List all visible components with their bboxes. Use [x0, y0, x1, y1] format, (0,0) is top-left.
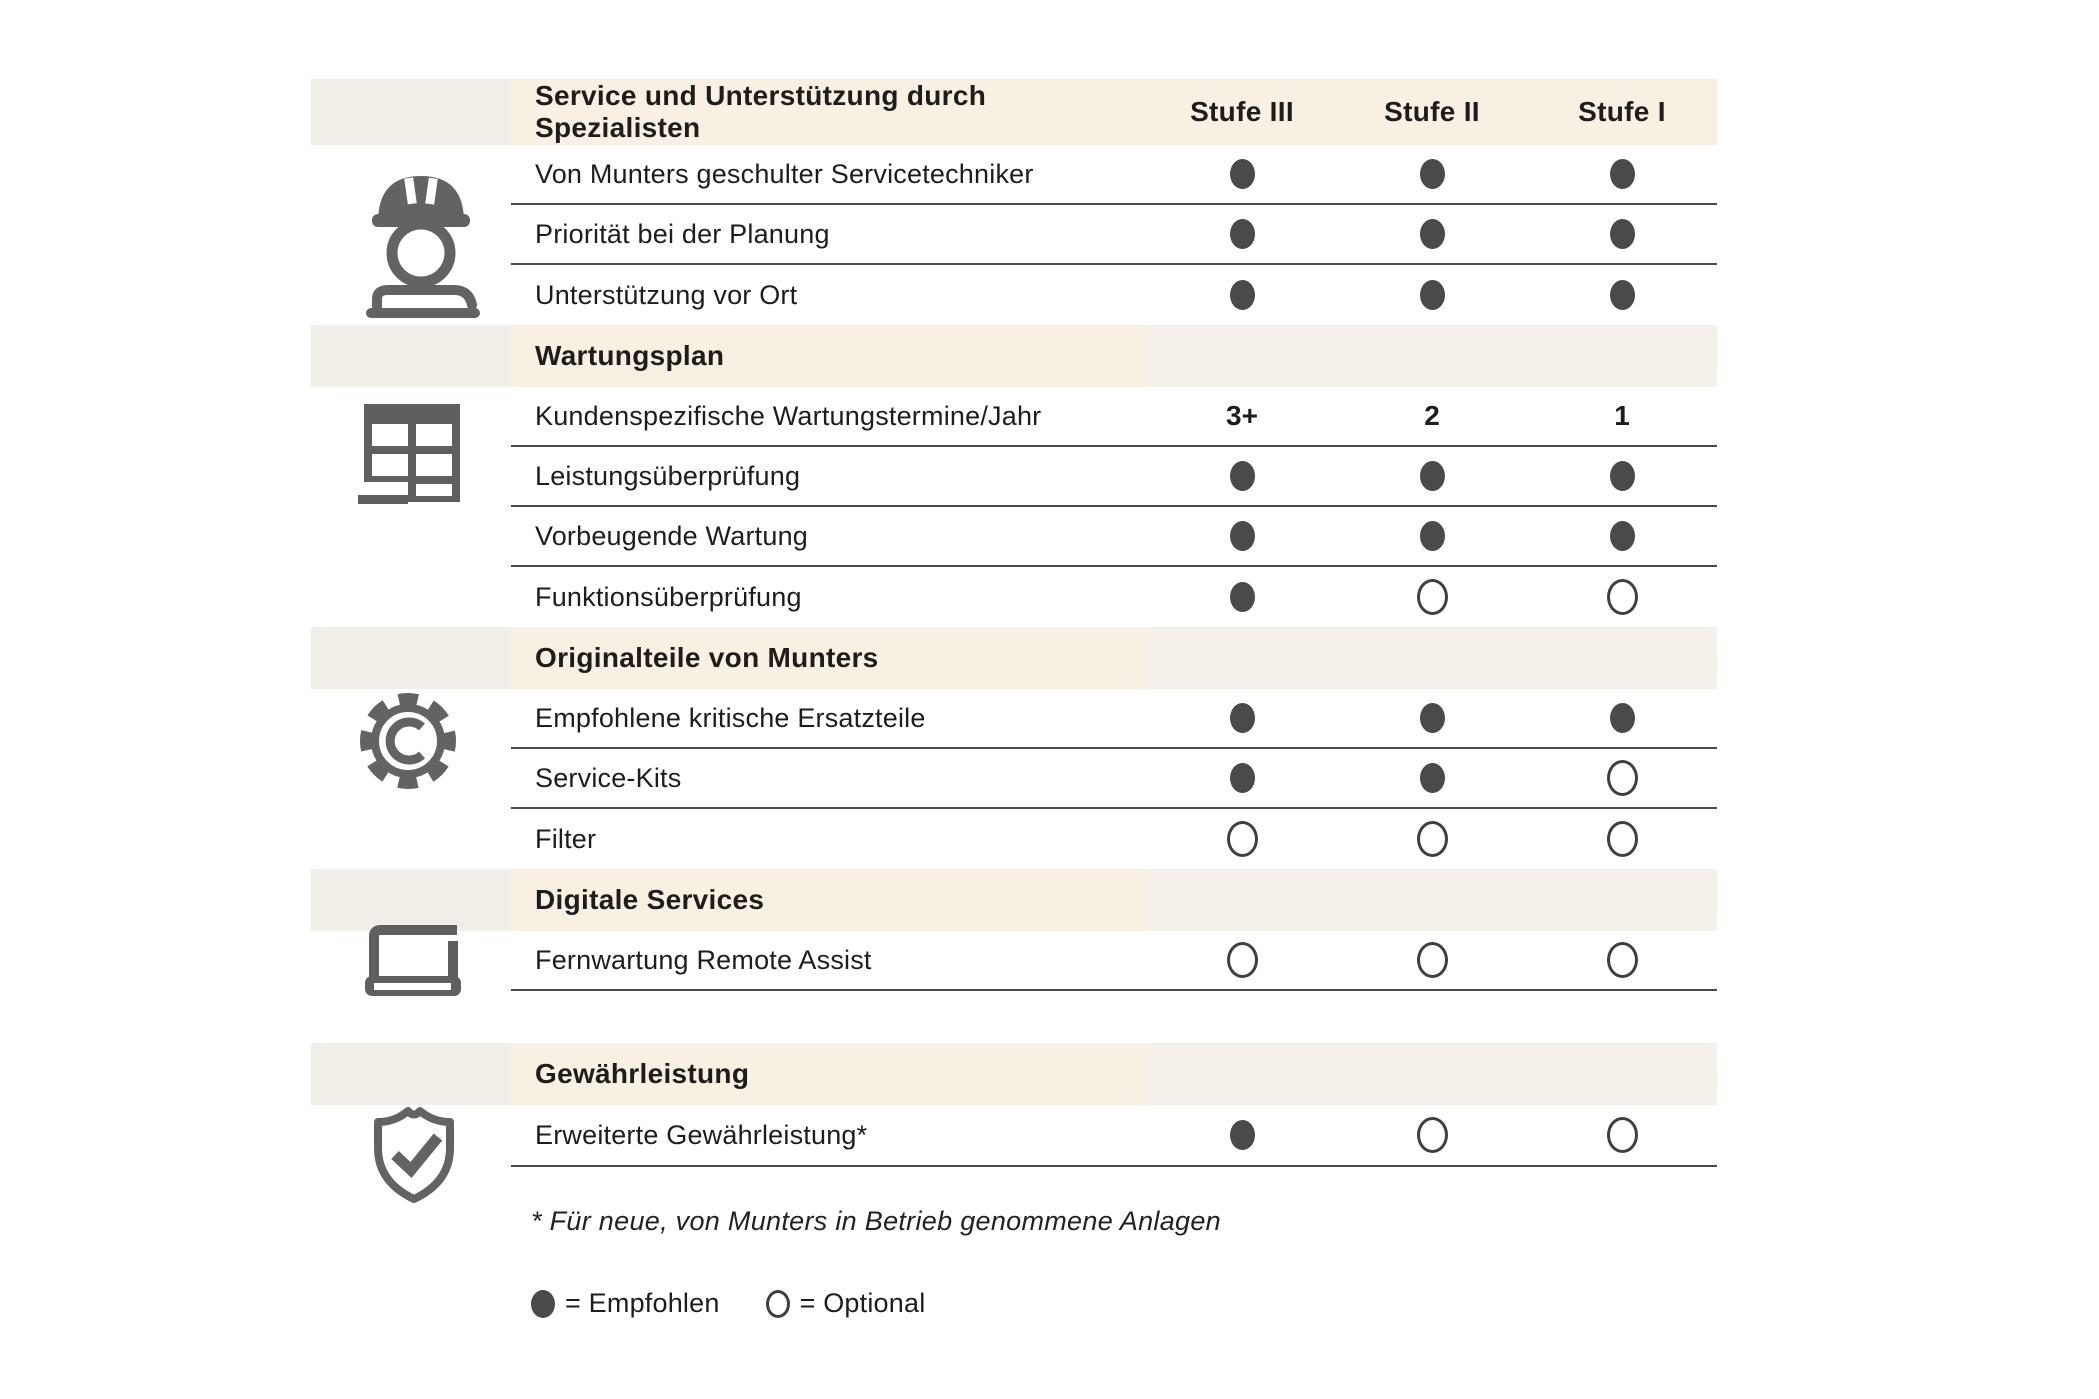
row-label: Von Munters geschulter Servicetechniker	[535, 158, 1034, 189]
value-stufe-2	[1337, 931, 1527, 989]
section-header-gewaehrleistung: Gewährleistung	[311, 1043, 1717, 1105]
value-stufe-2	[1337, 265, 1527, 325]
footnote: * Für neue, von Munters in Betrieb genom…	[531, 1206, 1221, 1236]
value-stufe-3	[1147, 567, 1337, 627]
value-stufe-1	[1527, 567, 1717, 627]
value-stufe-3	[1147, 1105, 1337, 1165]
value-stufe-3	[1147, 749, 1337, 807]
value-stufe-3	[1147, 931, 1337, 989]
header-stufe-3: Stufe III	[1190, 96, 1294, 127]
table-header-row: Service und Unterstützung durch Speziali…	[311, 79, 1717, 145]
service-comparison-table: Service und Unterstützung durch Speziali…	[311, 79, 1717, 1167]
worker-icon	[360, 156, 486, 324]
header-icon-spacer	[311, 79, 511, 145]
value-stufe-3	[1147, 809, 1337, 869]
value-stufe-2	[1337, 145, 1527, 203]
value-stufe-2: 2	[1424, 400, 1440, 431]
table-row: Erweiterte Gewährleistung*	[311, 1105, 1717, 1167]
value-stufe-2	[1337, 809, 1527, 869]
value-stufe-1	[1527, 145, 1717, 203]
table-row: Funktionsüberprüfung	[311, 567, 1717, 627]
row-label: Erweiterte Gewährleistung*	[535, 1119, 868, 1150]
value-stufe-2	[1337, 689, 1527, 747]
row-label: Vorbeugende Wartung	[535, 520, 808, 551]
value-stufe-1	[1527, 749, 1717, 807]
filled-dot-icon	[531, 1289, 555, 1318]
row-label: Leistungsüberprüfung	[535, 460, 801, 491]
value-stufe-1	[1527, 1105, 1717, 1165]
row-label: Funktionsüberprüfung	[535, 581, 802, 612]
table-row: Unterstützung vor Ort	[311, 265, 1717, 325]
table-row: Leistungsüberprüfung	[311, 447, 1717, 507]
empty-dot-icon	[765, 1289, 790, 1318]
section-title: Digitale Services	[511, 869, 1147, 931]
value-stufe-3	[1147, 145, 1337, 203]
value-stufe-2	[1337, 567, 1527, 627]
section-header-digitale-services: Digitale Services	[311, 869, 1717, 931]
value-stufe-3: 3+	[1226, 400, 1258, 431]
value-stufe-2	[1337, 507, 1527, 565]
value-stufe-1	[1527, 265, 1717, 325]
row-label: Fernwartung Remote Assist	[535, 944, 872, 975]
value-stufe-1	[1527, 809, 1717, 869]
table-row: Filter	[311, 809, 1717, 869]
value-stufe-1	[1527, 689, 1717, 747]
value-stufe-1	[1527, 931, 1717, 989]
row-label: Kundenspezifische Wartungstermine/Jahr	[535, 400, 1042, 431]
header-service-column: Service und Unterstützung durch Speziali…	[511, 79, 1147, 145]
legend-filled-label: = Empfohlen	[565, 1288, 720, 1318]
row-label: Priorität bei der Planung	[535, 218, 830, 249]
table-icon	[358, 404, 462, 504]
table-row: Priorität bei der Planung	[311, 205, 1717, 265]
value-stufe-3	[1147, 205, 1337, 263]
value-stufe-1	[1527, 447, 1717, 505]
section-gap	[311, 991, 1717, 1043]
section-header-originalteile: Originalteile von Munters	[311, 627, 1717, 689]
row-label: Service-Kits	[535, 762, 682, 793]
table-row: Von Munters geschulter Servicetechniker	[311, 145, 1717, 205]
value-stufe-3	[1147, 689, 1337, 747]
header-stufe-1: Stufe I	[1578, 96, 1666, 127]
row-label: Empfohlene kritische Ersatzteile	[535, 702, 926, 733]
legend: = Empfohlen = Optional	[531, 1288, 925, 1319]
shield-check-icon	[366, 1101, 462, 1205]
value-stufe-2	[1337, 205, 1527, 263]
section-header-wartungsplan: Wartungsplan	[311, 325, 1717, 387]
row-label: Unterstützung vor Ort	[535, 279, 798, 310]
value-stufe-1: 1	[1614, 400, 1630, 431]
table-row: Kundenspezifische Wartungstermine/Jahr 3…	[311, 387, 1717, 447]
gear-icon	[352, 691, 465, 792]
value-stufe-2	[1337, 749, 1527, 807]
table-row: Empfohlene kritische Ersatzteile	[311, 689, 1717, 749]
row-label: Filter	[535, 823, 597, 854]
table-row: Fernwartung Remote Assist	[311, 931, 1717, 991]
value-stufe-1	[1527, 205, 1717, 263]
table-row: Service-Kits	[311, 749, 1717, 809]
header-stufe-2: Stufe II	[1384, 96, 1480, 127]
value-stufe-2	[1337, 1105, 1527, 1165]
laptop-icon	[362, 921, 464, 999]
value-stufe-3	[1147, 265, 1337, 325]
section-title: Gewährleistung	[511, 1043, 1147, 1105]
section-title: Wartungsplan	[511, 325, 1147, 387]
value-stufe-3	[1147, 507, 1337, 565]
value-stufe-3	[1147, 447, 1337, 505]
legend-empty-label: = Optional	[799, 1288, 926, 1318]
value-stufe-2	[1337, 447, 1527, 505]
table-row: Vorbeugende Wartung	[311, 507, 1717, 567]
section-title: Originalteile von Munters	[511, 627, 1147, 689]
value-stufe-1	[1527, 507, 1717, 565]
